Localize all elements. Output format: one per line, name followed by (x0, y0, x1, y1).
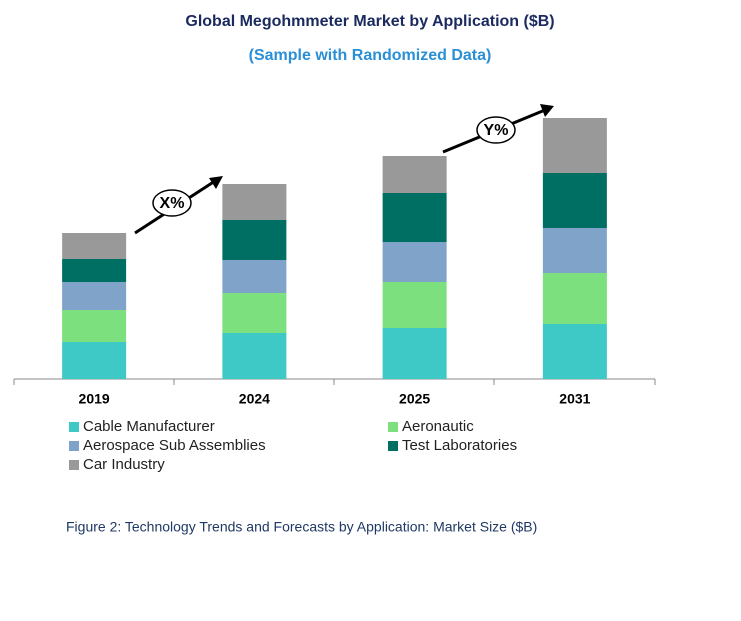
bar-segment (62, 342, 127, 379)
annotation: Y% (484, 122, 509, 139)
bar-segment (542, 118, 607, 173)
legend-label: Aerospace Sub Assemblies (83, 437, 266, 454)
legend-swatch (388, 441, 398, 451)
chart-subtitle: (Sample with Randomized Data) (249, 47, 492, 64)
bar-segment (542, 228, 607, 273)
bar-segment (382, 328, 447, 379)
caption: Figure 2: Technology Trends and Forecast… (66, 519, 537, 535)
legend-swatch (69, 460, 79, 470)
bar-segment (542, 173, 607, 228)
bar-segment (222, 184, 287, 220)
chart-title: Global Megohmmeter Market by Application… (185, 13, 554, 30)
x-tick-label: 2024 (239, 391, 270, 407)
bar-segment (62, 259, 127, 282)
bar-segment (382, 193, 447, 242)
legend-label: Test Laboratories (402, 437, 517, 454)
category-separators (13, 379, 656, 385)
x-tick-label: 2025 (399, 391, 430, 407)
legend-swatch (69, 422, 79, 432)
legend-label: Car Industry (83, 456, 165, 473)
annotation: X% (160, 195, 185, 212)
bar-segment (382, 156, 447, 193)
bar-segment (62, 310, 127, 342)
bar-segment (62, 233, 127, 259)
x-tick-label: 2019 (79, 391, 110, 407)
legend-swatch (69, 441, 79, 451)
x-tick-label: 2031 (559, 391, 590, 407)
bar-segment (382, 242, 447, 282)
bar-segment (542, 273, 607, 324)
bar-segment (222, 260, 287, 293)
growth-arrow (134, 176, 223, 235)
bar-segment (62, 282, 127, 310)
legend-swatch (388, 422, 398, 432)
bar-segment (222, 220, 287, 260)
legend-label: Aeronautic (402, 418, 474, 435)
bar-segment (542, 324, 607, 379)
legend-label: Cable Manufacturer (83, 418, 215, 435)
growth-arrow (442, 104, 554, 154)
bar-segment (222, 293, 287, 333)
bar-segment (382, 282, 447, 328)
bar-segment (222, 333, 287, 379)
